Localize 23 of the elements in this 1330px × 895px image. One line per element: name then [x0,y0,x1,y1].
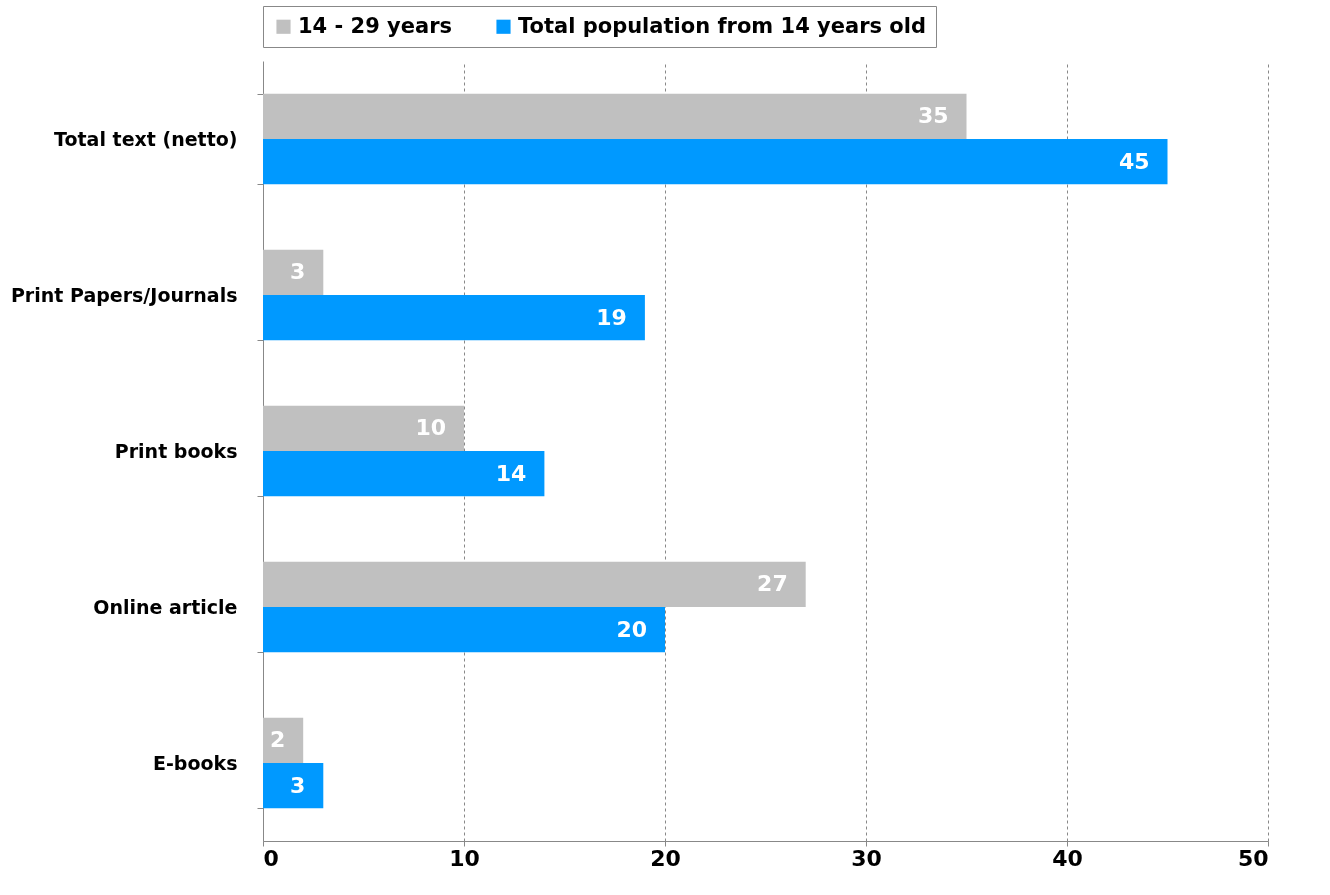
data-label: 10 [415,415,446,441]
x-tick-label: 30 [851,845,882,871]
legend-label: Total population from 14 years old [518,13,926,38]
data-label: 35 [917,103,949,129]
x-tick-label: 50 [1237,845,1269,871]
y-tick-label: Online article [93,595,238,618]
data-label: 45 [1118,148,1150,174]
x-tick-label: 0 [263,845,279,871]
data-label: 19 [596,304,627,330]
data-label: 3 [289,772,306,798]
y-tick-label: E-books [152,751,238,774]
data-label: 14 [495,460,527,486]
legend-label: 14 - 29 years [298,13,453,38]
data-label: 20 [616,616,647,642]
x-tick-label: 20 [650,845,681,871]
x-tick-label: 40 [1052,845,1083,871]
data-label: 27 [757,571,788,597]
y-tick-label: Print Papers/Journals [10,283,238,306]
y-tick-label: Total text (netto) [54,127,238,150]
data-label: 3 [289,259,306,285]
y-tick-label: Print books [114,439,238,462]
data-label: 2 [269,727,286,753]
x-tick-label: 10 [449,845,480,871]
